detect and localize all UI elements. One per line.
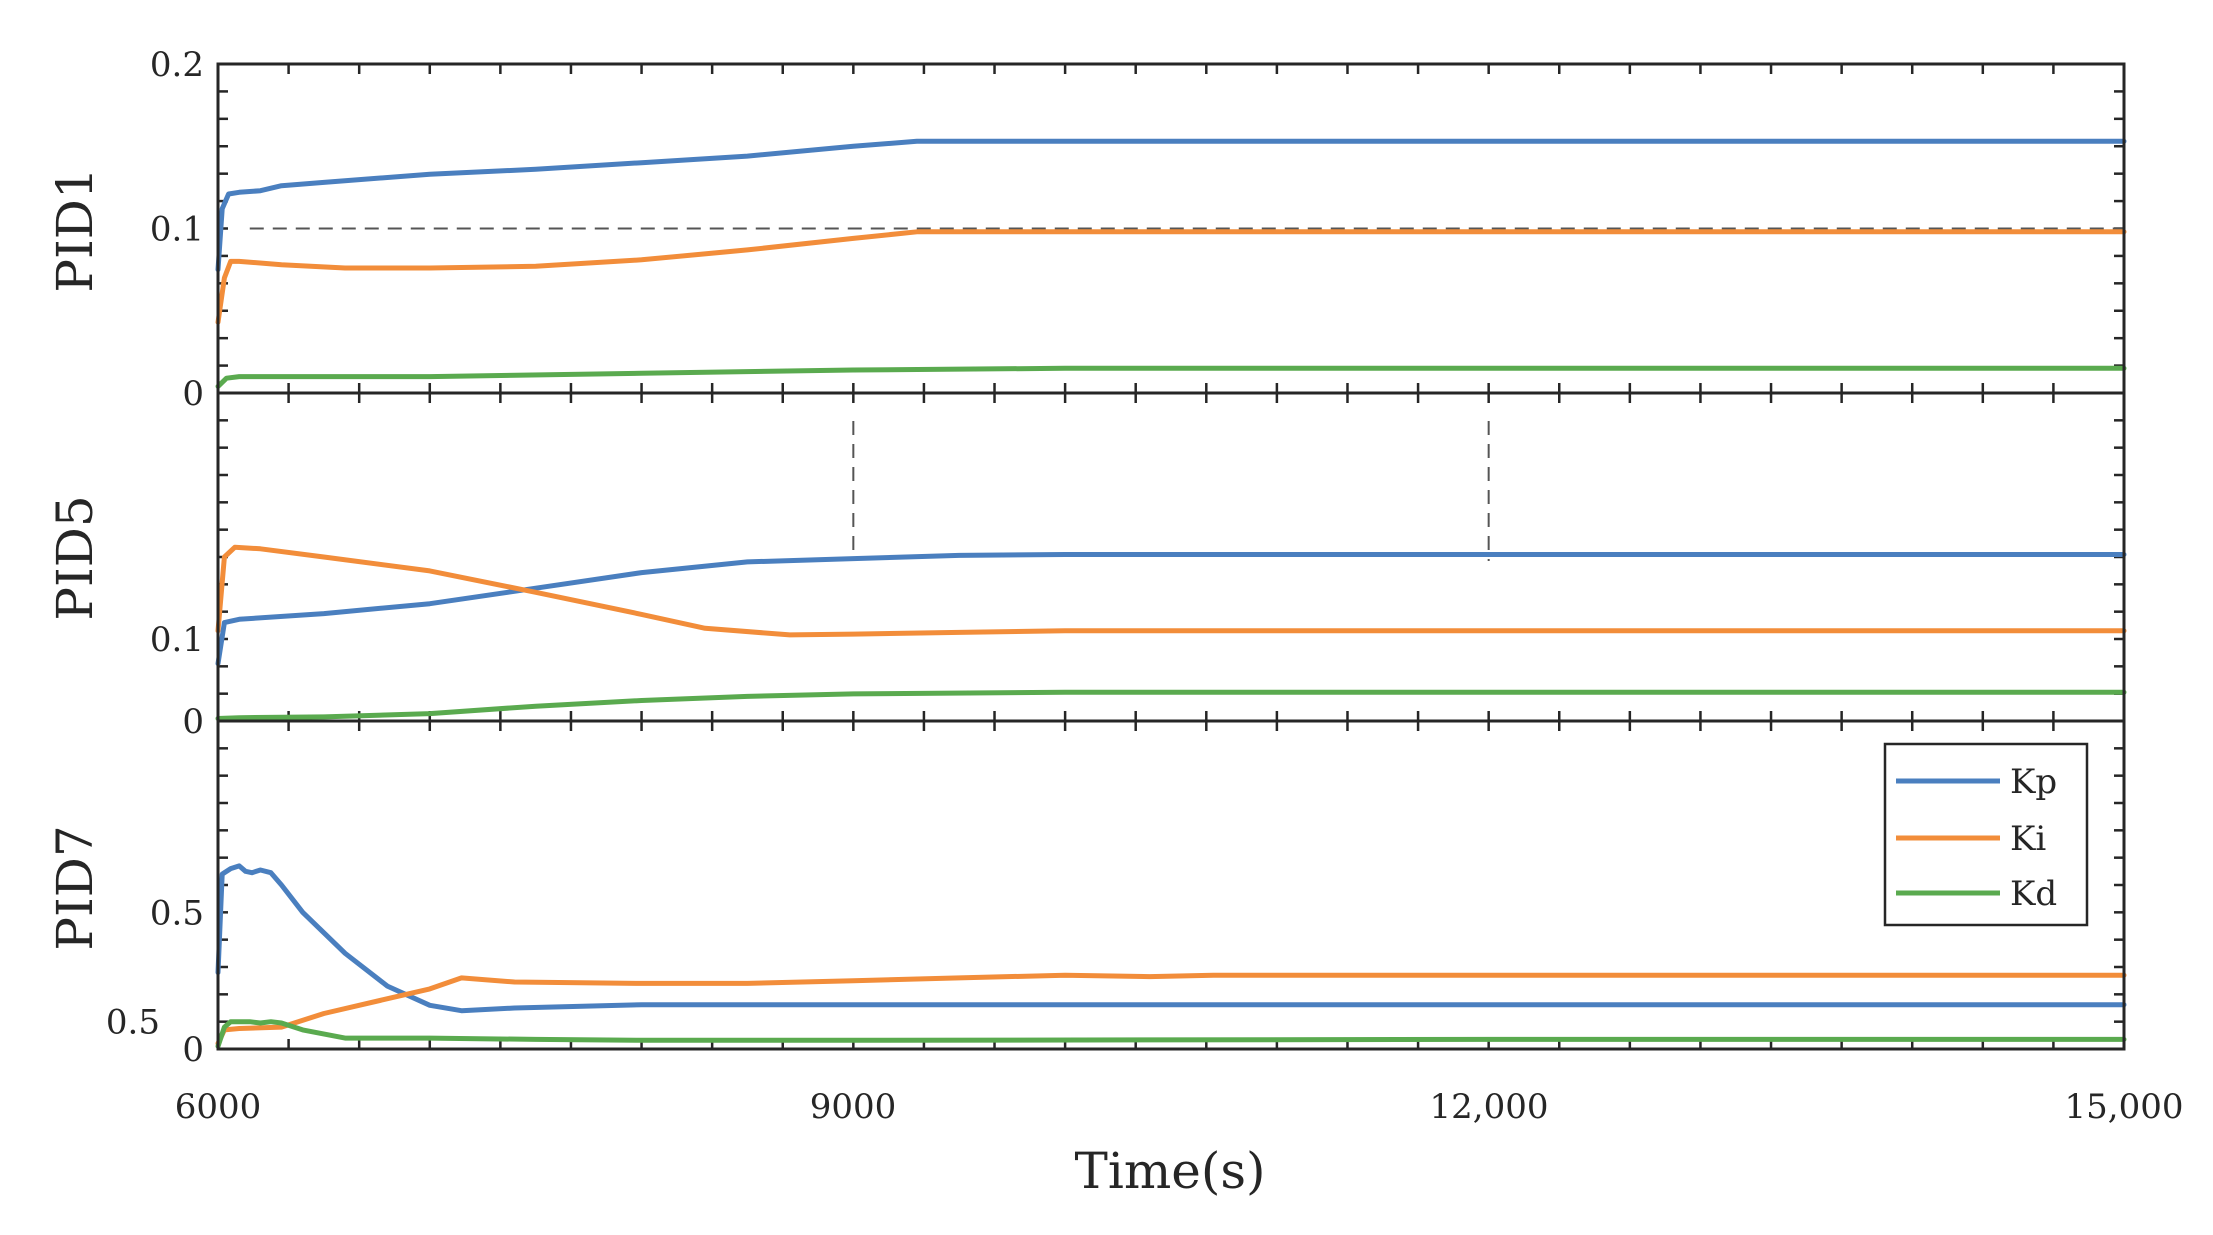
legend-label-ki: Ki	[2010, 819, 2046, 859]
legend-label-kp: Kp	[2010, 762, 2057, 802]
x-tick-label: 12,000	[1430, 1087, 1549, 1127]
panel-label-pid5: PID5	[46, 495, 104, 620]
legend: Kp Ki Kd	[1883, 742, 2089, 927]
series-line-ki	[215, 229, 2127, 325]
y-tick-label: 0.5	[106, 1003, 160, 1043]
y-tick-label: 0	[182, 702, 204, 742]
x-tick-label: 15,000	[2065, 1087, 2184, 1127]
x-tick-label: 9000	[810, 1087, 897, 1127]
panel-label-pid7: PID7	[46, 825, 104, 950]
x-tick-labels: 6000 9000 12,000 15,000	[175, 1087, 2184, 1127]
series-line-kp	[215, 863, 2127, 1014]
y-tick-label: 0	[182, 374, 204, 414]
series-line-ki	[215, 544, 2127, 638]
y-tick-label: 0	[182, 1030, 204, 1070]
series-line-kp	[215, 138, 2127, 273]
panel-pid7: 0 0.5 0.5	[106, 719, 2127, 1070]
y-tick-label: 0.2	[150, 45, 204, 85]
x-axis-title: Time(s)	[1074, 1142, 1265, 1200]
y-tick-label: 0.1	[150, 210, 204, 250]
panel-pid1: 0 0.1 0.2	[150, 45, 2127, 414]
series-line-ki	[215, 972, 2127, 1046]
y-tick-label: 0.1	[150, 620, 204, 660]
panel-frame	[216, 719, 2126, 1051]
y-tick-label: 0.5	[150, 893, 204, 933]
series-line-kd	[215, 689, 2127, 721]
panel-label-pid1: PID1	[46, 167, 104, 292]
panel-pid5: 00.1	[150, 391, 2127, 742]
chart-panels: 00.10.200.100.50.5	[106, 45, 2127, 1070]
series-line-kp	[215, 552, 2127, 667]
legend-label-kd: Kd	[2010, 874, 2057, 914]
x-tick-label: 6000	[175, 1087, 262, 1127]
series-line-kd	[215, 365, 2127, 389]
series-line-kd	[215, 1019, 2127, 1049]
